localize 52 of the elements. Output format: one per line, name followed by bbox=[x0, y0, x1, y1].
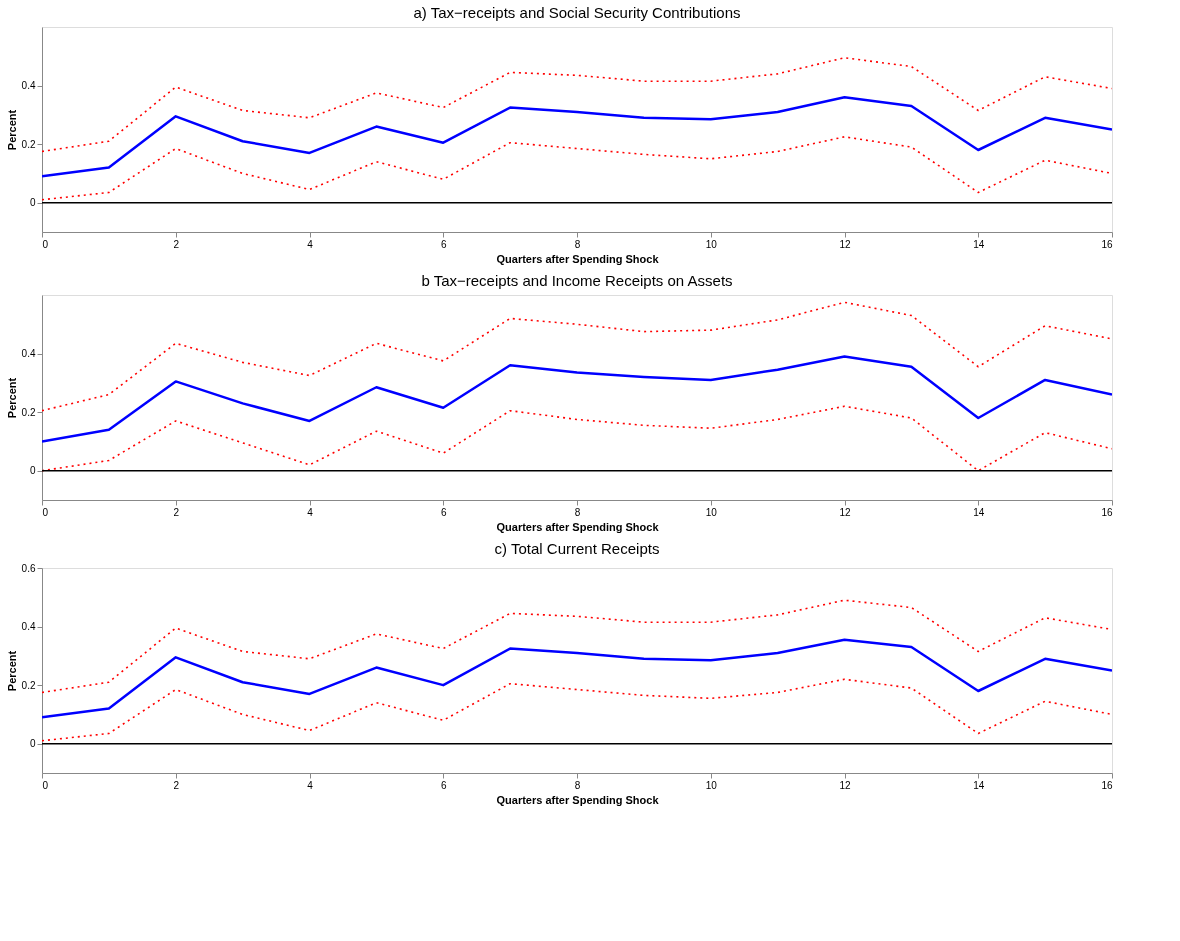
x-tick-label: 6 bbox=[440, 779, 447, 791]
x-tick-label: 10 bbox=[705, 506, 718, 518]
y-tick-label: 0.6 bbox=[21, 562, 36, 574]
line-series bbox=[42, 136, 1112, 201]
x-axis-title: Quarters after Spending Shock bbox=[496, 520, 660, 533]
x-tick-label: 10 bbox=[705, 238, 718, 250]
x-tick-label: 2 bbox=[173, 506, 180, 518]
x-tick-label: 12 bbox=[839, 238, 851, 250]
x-tick-label: 4 bbox=[307, 779, 314, 791]
y-tick-label: 0.4 bbox=[21, 80, 36, 92]
x-tick-label: 4 bbox=[307, 506, 314, 518]
y-axis-title: Percent bbox=[5, 650, 18, 692]
y-tick-label: 0 bbox=[29, 465, 36, 477]
x-tick-label: 8 bbox=[574, 238, 581, 250]
line-series bbox=[42, 355, 1112, 443]
x-tick-label: 12 bbox=[839, 779, 851, 791]
x-tick-label: 0 bbox=[42, 238, 49, 250]
y-tick-label: 0 bbox=[29, 197, 36, 209]
y-tick-label: 0.4 bbox=[21, 348, 36, 360]
x-tick-label: 8 bbox=[574, 506, 581, 518]
x-tick-label: 2 bbox=[173, 779, 180, 791]
chart-title: c) Total Current Receipts bbox=[494, 540, 660, 557]
x-tick-label: 2 bbox=[173, 238, 180, 250]
x-tick-label: 14 bbox=[973, 779, 985, 791]
x-tick-label: 8 bbox=[574, 779, 581, 791]
x-tick-label: 6 bbox=[440, 506, 447, 518]
chart-title: b Tax−receipts and Income Receipts on Assets bbox=[421, 272, 733, 289]
y-tick-label: 0.2 bbox=[21, 679, 36, 691]
chart-title: a) Tax−receipts and Social Security Contributions bbox=[413, 4, 741, 21]
y-tick-label: 0 bbox=[29, 738, 36, 750]
x-tick-label: 0 bbox=[42, 779, 49, 791]
x-tick-label: 14 bbox=[973, 238, 985, 250]
x-tick-label: 16 bbox=[1101, 238, 1113, 250]
line-series bbox=[42, 678, 1112, 742]
x-axis-title: Quarters after Spending Shock bbox=[496, 252, 660, 265]
y-tick-label: 0.4 bbox=[21, 621, 36, 633]
x-tick-label: 16 bbox=[1101, 506, 1113, 518]
y-axis-title: Percent bbox=[5, 377, 18, 419]
x-tick-label: 14 bbox=[973, 506, 985, 518]
y-axis-title: Percent bbox=[5, 109, 18, 151]
x-tick-label: 6 bbox=[440, 238, 447, 250]
x-tick-label: 16 bbox=[1101, 779, 1113, 791]
x-tick-label: 0 bbox=[42, 506, 49, 518]
line-series bbox=[42, 301, 1112, 412]
x-tick-label: 12 bbox=[839, 506, 851, 518]
line-series bbox=[42, 638, 1112, 719]
x-tick-label: 4 bbox=[307, 238, 314, 250]
y-tick-label: 0.2 bbox=[21, 138, 36, 150]
y-tick-label: 0.2 bbox=[21, 406, 36, 418]
x-tick-label: 10 bbox=[705, 779, 718, 791]
line-series bbox=[42, 96, 1112, 178]
x-axis-title: Quarters after Spending Shock bbox=[496, 793, 660, 806]
